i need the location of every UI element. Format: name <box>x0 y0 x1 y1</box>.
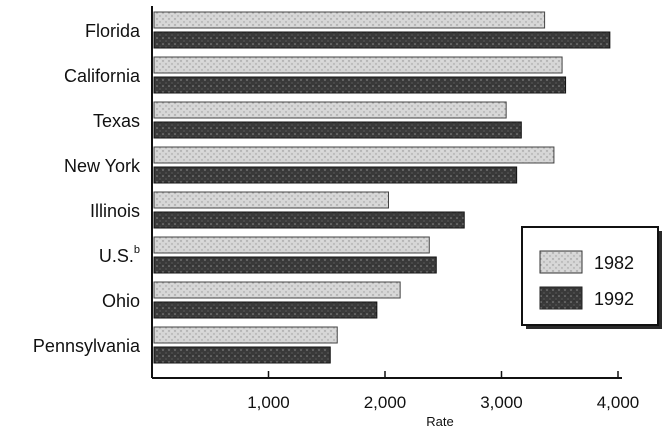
bar-pennsylvania-1992 <box>153 346 331 364</box>
bar-florida-1982 <box>153 11 546 29</box>
category-label: U.S.b <box>99 244 140 266</box>
bar-ohio-1982 <box>153 281 401 299</box>
x-axis-title: Rate <box>426 414 453 429</box>
bar-pennsylvania-1982 <box>153 326 338 344</box>
bar-texas-1982 <box>153 101 507 119</box>
legend-box <box>521 226 659 326</box>
bar-illinois-1992 <box>153 211 465 229</box>
legend-swatch-1982 <box>539 250 583 274</box>
legend: 1982 1992 <box>521 226 662 329</box>
category-label: Florida <box>85 21 141 41</box>
category-label: California <box>64 66 141 86</box>
x-tick-label: 3,000 <box>480 393 523 412</box>
category-label: Texas <box>93 111 140 131</box>
x-ticks: 1,000 2,000 3,000 4,000 <box>247 371 639 412</box>
bar-california-1992 <box>153 76 567 94</box>
category-label: New York <box>64 156 141 176</box>
legend-label-1982: 1982 <box>594 253 634 273</box>
x-tick-label: 2,000 <box>364 393 407 412</box>
bar-group <box>153 11 611 364</box>
bar-texas-1992 <box>153 121 522 139</box>
category-label: Ohio <box>102 291 140 311</box>
category-label: Illinois <box>90 201 140 221</box>
bar-new-york-1982 <box>153 146 555 164</box>
bar-u-s-1982 <box>153 236 430 254</box>
bar-illinois-1982 <box>153 191 389 209</box>
bar-california-1982 <box>153 56 563 74</box>
x-tick-label: 4,000 <box>597 393 640 412</box>
category-labels: Florida California Texas New York Illinois U.… <box>33 21 141 356</box>
x-tick-label: 1,000 <box>247 393 290 412</box>
legend-swatch-1992 <box>539 286 583 310</box>
bar-florida-1992 <box>153 31 611 49</box>
bar-u-s-1992 <box>153 256 437 274</box>
category-label: Pennsylvania <box>33 336 141 356</box>
legend-label-1992: 1992 <box>594 289 634 309</box>
bar-ohio-1992 <box>153 301 378 319</box>
bar-new-york-1992 <box>153 166 518 184</box>
